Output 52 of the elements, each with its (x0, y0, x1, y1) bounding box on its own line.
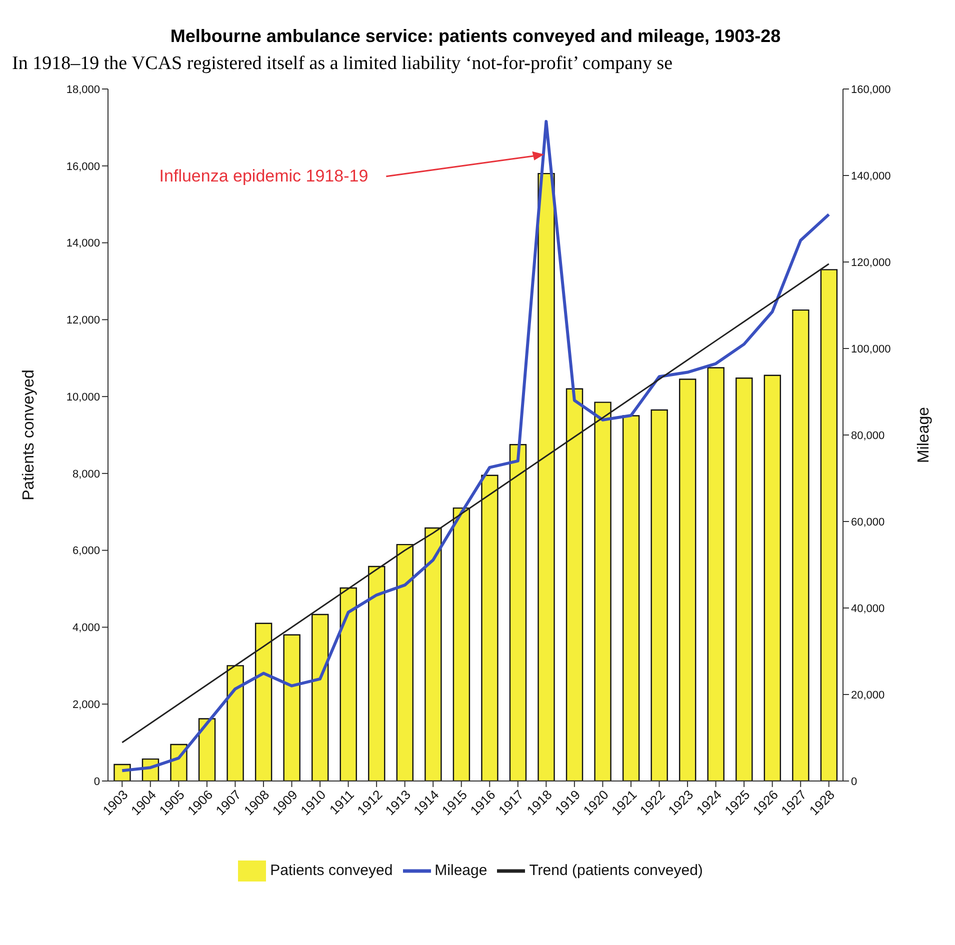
y2-tick-label: 20,000 (851, 689, 885, 702)
bar (736, 378, 753, 781)
bar (254, 622, 272, 781)
y2-tick-label: 40,000 (851, 602, 885, 615)
bar (452, 507, 470, 781)
bar (368, 566, 386, 781)
bar (198, 718, 216, 781)
y-tick-label: 12,000 (66, 314, 100, 327)
bar (622, 415, 640, 781)
legend-label: Patients conveyed (270, 862, 393, 879)
y2-axis-title: Mileage (916, 406, 933, 464)
bar (792, 309, 810, 781)
y-axis-title: Patients conveyed (20, 370, 38, 500)
y2-tick-label: 80,000 (851, 430, 885, 442)
y-tick-label: 2,000 (72, 699, 100, 712)
y-tick-label: 10,000 (66, 391, 100, 404)
y2-tick-label: 60,000 (851, 516, 885, 528)
chart-subtitle: In 1918–19 the VCAS registered itself as a limited liability ‘not-for-profit’ company se (11, 53, 674, 75)
y-tick-label: 14,000 (66, 238, 100, 250)
bar (283, 634, 300, 781)
bar (594, 402, 612, 781)
annotation: Influenza epidemic 1918-19 (159, 166, 368, 186)
bar (764, 374, 782, 781)
bar (509, 444, 527, 781)
bar (481, 474, 498, 781)
bar (538, 172, 555, 781)
y2-tick-label: 160,000 (851, 84, 891, 96)
bar (312, 614, 329, 781)
bar (820, 269, 838, 781)
y-tick-label: 18,000 (66, 84, 100, 96)
line-series (121, 263, 830, 744)
y-tick-label: 6,000 (72, 545, 100, 558)
legend-label: Mileage (434, 862, 488, 879)
bar (679, 378, 696, 781)
bar (424, 527, 442, 781)
bar (396, 544, 414, 781)
bar (226, 665, 244, 781)
y-tick-label: 16,000 (66, 160, 100, 173)
y2-tick-label: 140,000 (851, 170, 891, 182)
bar (340, 587, 357, 781)
bar (566, 388, 584, 781)
y2-tick-label: 120,000 (851, 256, 891, 269)
y2-tick-label: 100,000 (851, 343, 891, 356)
y2-tick-label: 0 (851, 776, 858, 788)
y-tick-label: 8,000 (72, 468, 100, 480)
chart-title: Melbourne ambulance service: patients conveyed and mileage, 1903-28 (169, 26, 782, 47)
legend-label: Trend (patients conveyed) (529, 862, 703, 879)
bar (707, 367, 724, 781)
line-series (120, 120, 830, 772)
bar (650, 409, 668, 781)
y-tick-label: 0 (94, 776, 100, 788)
y-tick-label: 4,000 (72, 622, 100, 634)
